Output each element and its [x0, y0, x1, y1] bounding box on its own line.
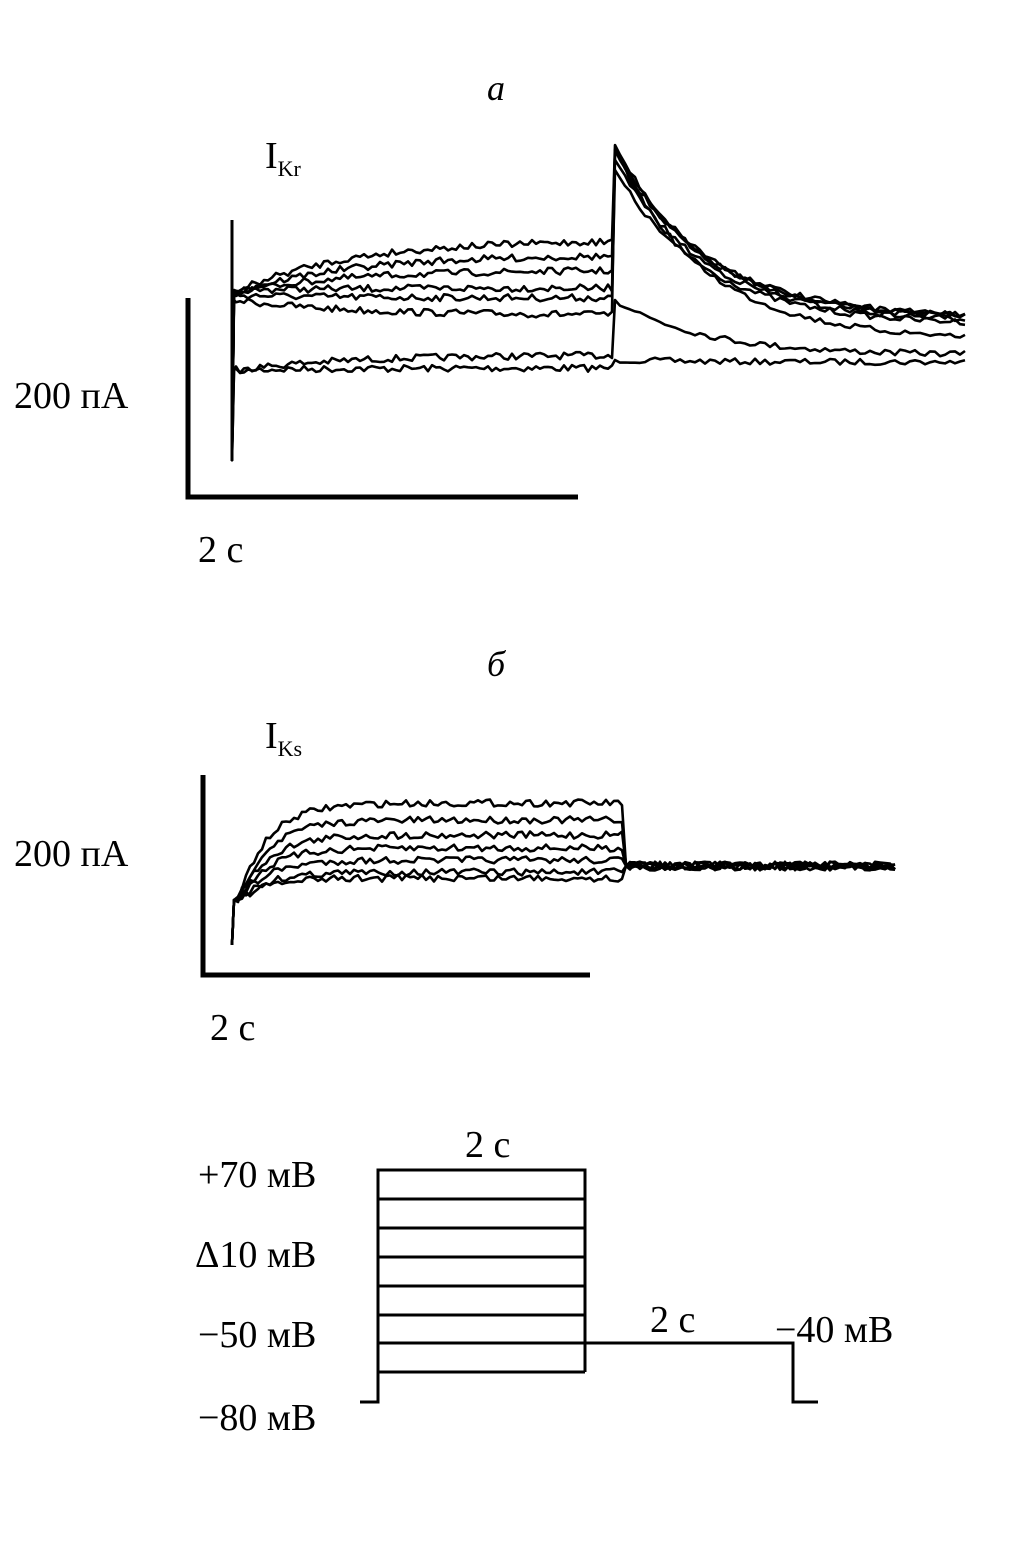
trace — [230, 143, 966, 462]
current-traces — [230, 143, 966, 462]
top-level: +70 мВ — [198, 1154, 316, 1196]
trace — [230, 220, 966, 462]
current-symbol: I — [265, 135, 278, 177]
trace — [230, 860, 896, 946]
current-subscript: Kr — [278, 156, 302, 181]
panel-label: а — [487, 68, 505, 108]
scale-x-label: 2 с — [198, 529, 243, 571]
scale-bar — [200, 775, 590, 978]
bottom-level: −50 мВ — [198, 1314, 316, 1356]
step-duration: 2 с — [465, 1124, 510, 1166]
trace — [230, 158, 966, 462]
current-symbol: I — [265, 715, 278, 757]
trace — [230, 168, 966, 462]
trace — [230, 220, 966, 462]
current-name: IKs — [265, 715, 302, 761]
scale-bar — [185, 298, 578, 500]
current-traces — [230, 798, 896, 946]
tail-level: −40 мВ — [775, 1309, 893, 1351]
current-subscript: Ks — [278, 736, 302, 761]
current-name: IKr — [265, 135, 302, 181]
increment: Δ10 мВ — [195, 1234, 316, 1276]
protocol-steps — [360, 1168, 818, 1404]
scale-y-label: 200 пА — [14, 833, 129, 875]
voltage-protocol — [360, 1168, 818, 1404]
scale-y-label: 200 пА — [14, 375, 129, 417]
tail-duration: 2 с — [650, 1299, 695, 1341]
scale-x-label: 2 с — [210, 1007, 255, 1049]
trace — [230, 860, 896, 946]
holding-level: −80 мВ — [198, 1397, 316, 1439]
panel-label: б — [487, 644, 507, 684]
trace — [230, 148, 966, 462]
trace — [230, 148, 966, 462]
